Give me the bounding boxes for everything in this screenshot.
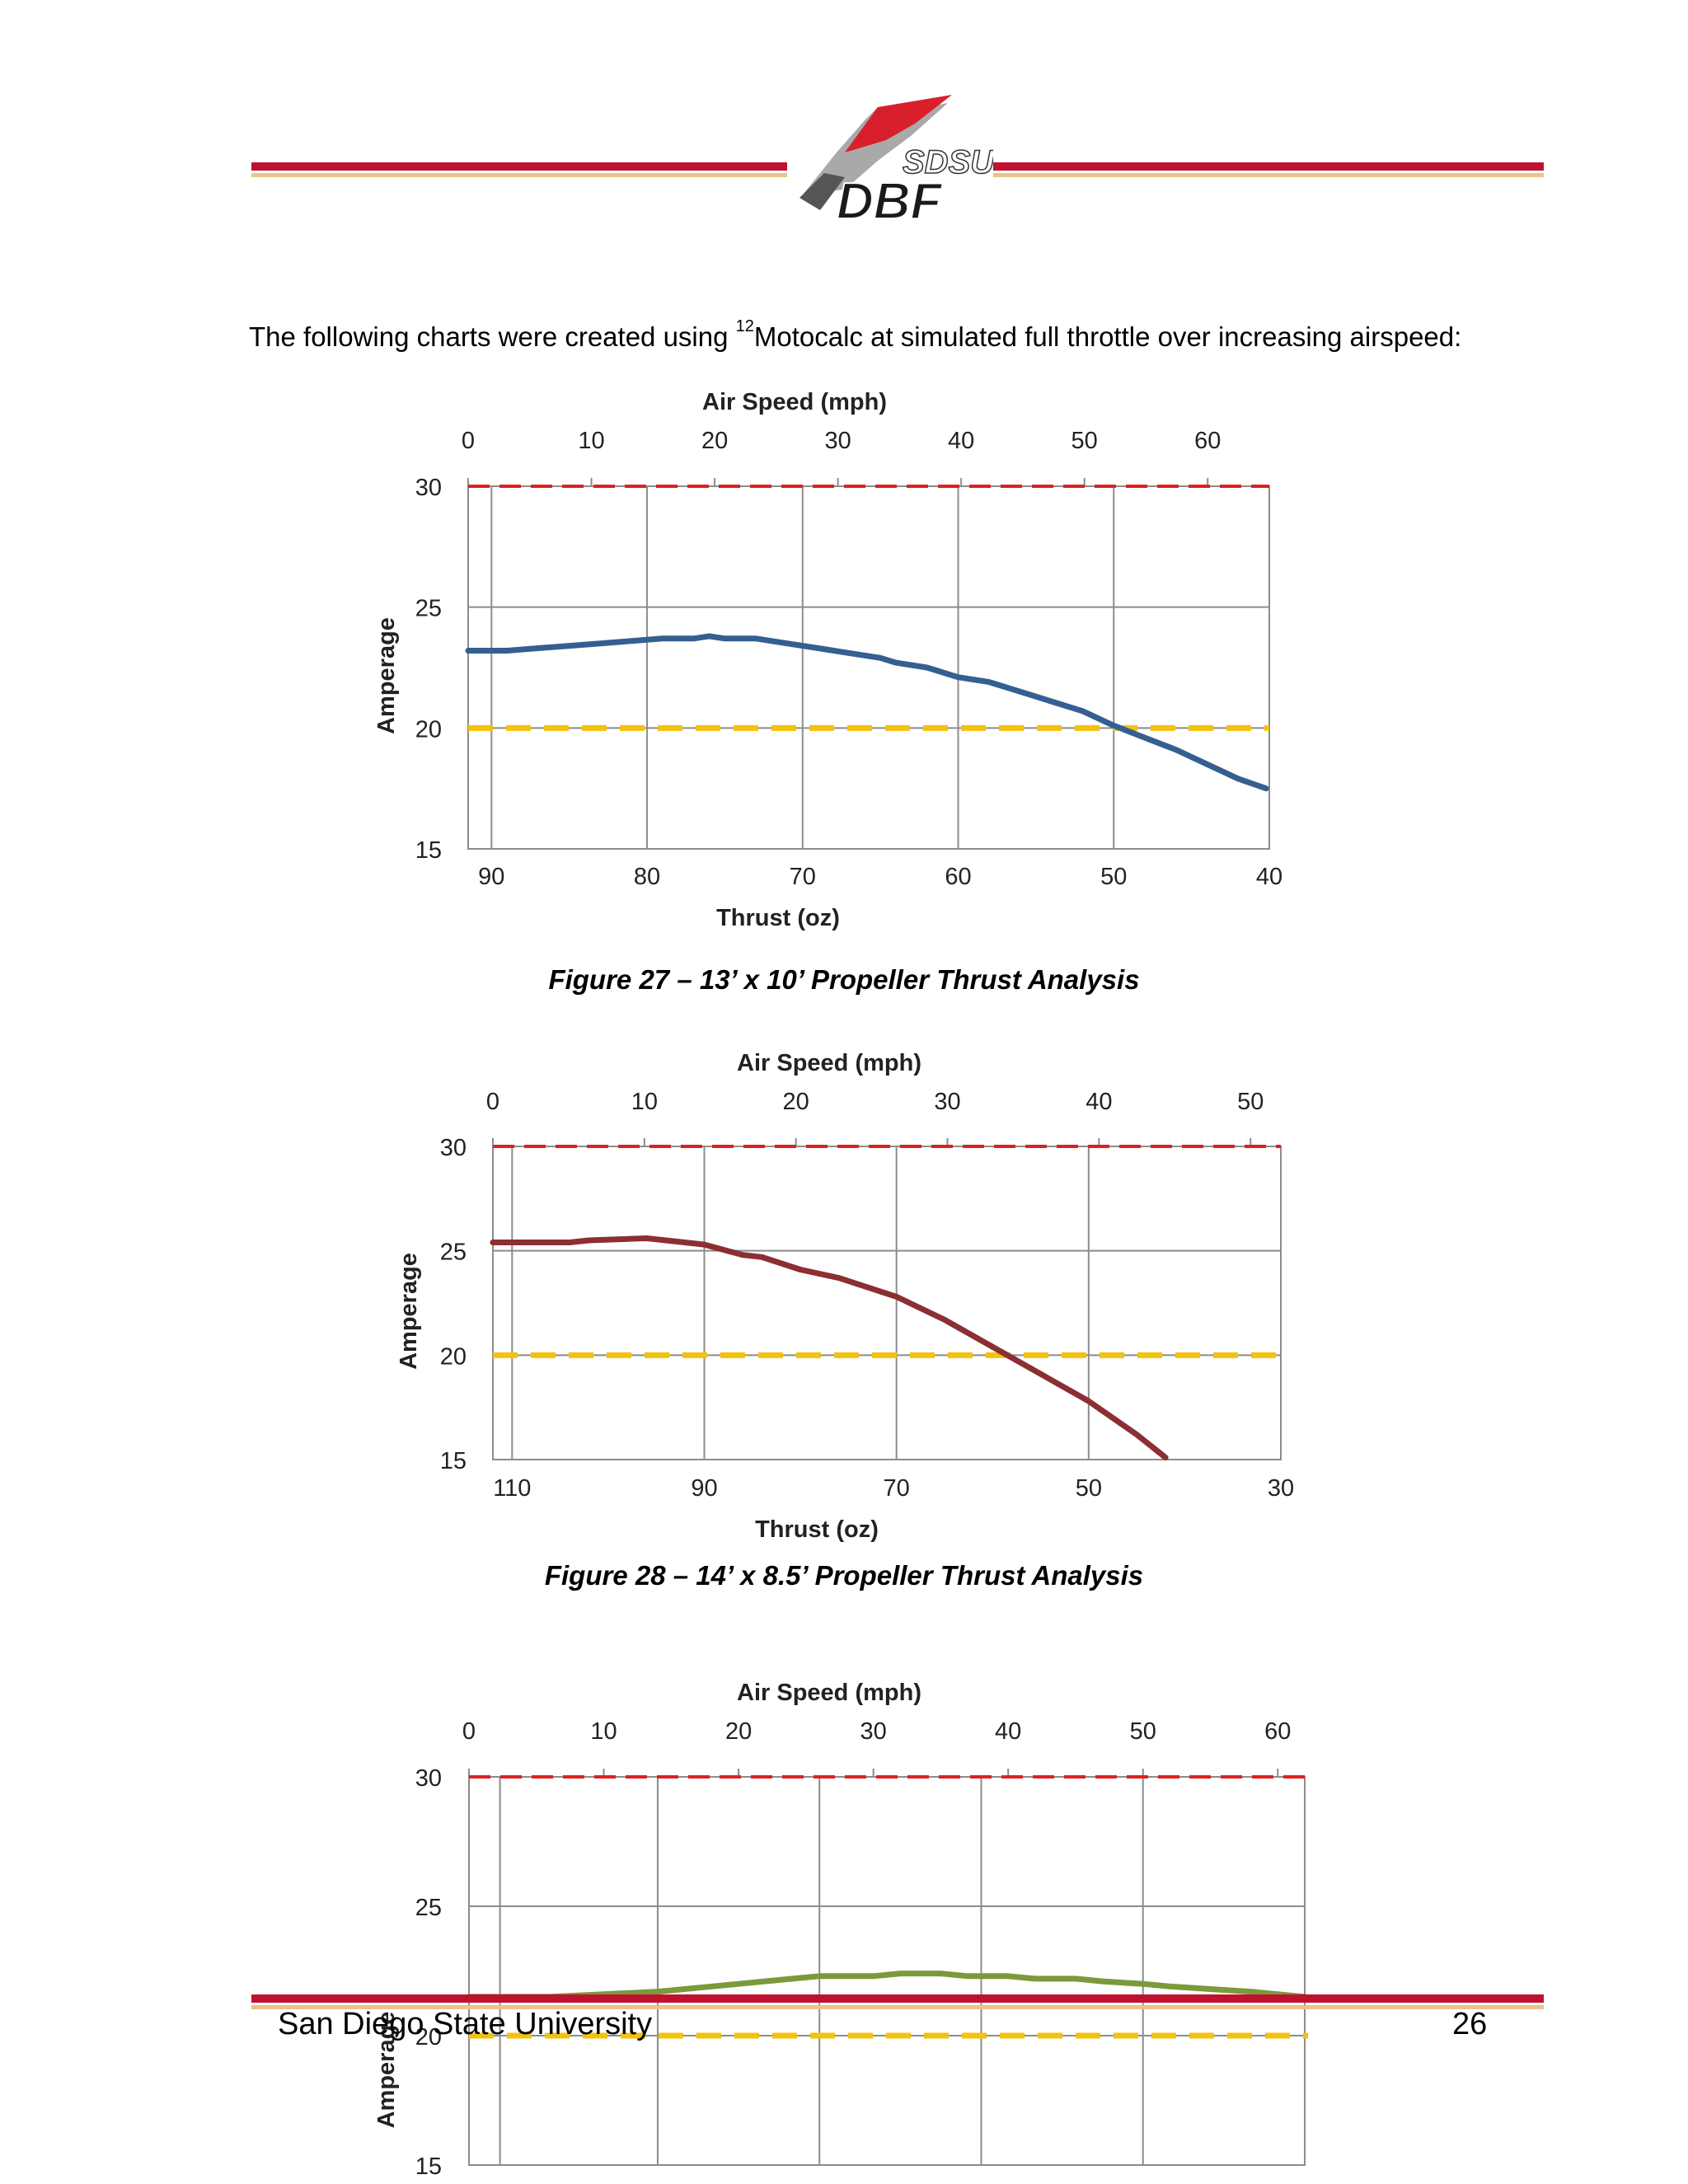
footer-university: San Diego State University (278, 2007, 653, 2041)
jet-dark-icon (799, 173, 845, 210)
x2-axis-title: Air Speed (mph) (737, 1680, 921, 1706)
caption-figure-28: Figure 28 – 14’ x 8.5’ Propeller Thrust … (544, 1560, 1144, 1591)
x2-tick-label: 20 (725, 1718, 752, 1745)
x2-tick-label: 60 (1194, 428, 1221, 454)
sdsu-dbf-logo: SDSU DBF (787, 95, 993, 227)
x-tick-label: 50 (1076, 1475, 1102, 1502)
y-tick-label: 15 (415, 837, 442, 864)
plot-area (492, 1146, 1282, 1460)
jet-red-icon (845, 95, 952, 152)
x2-tick-label: 50 (1071, 428, 1098, 454)
x-tick-label: 40 (1256, 864, 1282, 890)
plot-area (468, 1776, 1306, 2166)
x2-tick-label: 20 (701, 428, 728, 454)
x2-tick-label: 10 (631, 1089, 658, 1115)
y-tick-label: 25 (415, 596, 442, 622)
footnote-ref: 12 (735, 317, 754, 335)
x2-tick-label: 30 (824, 428, 851, 454)
y-tick-label: 15 (415, 2154, 442, 2180)
y-tick-label: 30 (440, 1135, 467, 1161)
x-tick-label: 50 (1100, 864, 1127, 890)
x2-tick-label: 50 (1237, 1089, 1264, 1115)
x-tick-label: 30 (1268, 1475, 1294, 1502)
intro-text-before: The following charts were created using (249, 321, 736, 352)
logo-dbf-text: DBF (837, 173, 944, 227)
x2-tick-label: 10 (590, 1718, 617, 1745)
x2-tick-label: 30 (934, 1089, 960, 1115)
y-tick-label: 25 (415, 1895, 442, 1921)
footer-red-band (251, 1994, 1544, 2003)
footer-gold-band (251, 2005, 1544, 2009)
page-footer: San Diego State University 26 (0, 1978, 1688, 2044)
x-tick-label: 110 (493, 1475, 531, 1502)
x-tick-label: 60 (945, 864, 971, 890)
x2-tick-label: 0 (462, 1718, 476, 1745)
x2-tick-label: 50 (1130, 1718, 1156, 1745)
x2-axis-title: Air Speed (mph) (702, 389, 887, 415)
y-tick-label: 20 (415, 716, 442, 743)
x-tick-label: 80 (634, 864, 660, 890)
y-tick-label: 25 (440, 1240, 467, 1266)
x2-tick-label: 40 (1085, 1089, 1112, 1115)
y-tick-label: 15 (440, 1448, 467, 1474)
x2-tick-label: 30 (860, 1718, 887, 1745)
x-axis-title: Thrust (oz) (755, 1516, 879, 1543)
x2-axis-title: Air Speed (mph) (737, 1050, 921, 1076)
y-axis-title: Amperage (396, 1253, 422, 1370)
intro-text-after: Motocalc at simulated full throttle over… (753, 321, 1462, 352)
x2-tick-label: 60 (1264, 1718, 1291, 1745)
x2-tick-label: 20 (783, 1089, 809, 1115)
intro-paragraph: The following charts were created using … (249, 315, 1568, 354)
x-tick-label: 70 (884, 1475, 910, 1502)
y-tick-label: 20 (440, 1343, 467, 1370)
page-number: 26 (1452, 2007, 1488, 2041)
y-tick-label: 30 (415, 475, 442, 501)
y-tick-label: 30 (415, 1765, 442, 1792)
x-tick-label: 70 (790, 864, 816, 890)
y-axis-title: Amperage (373, 617, 400, 734)
x2-tick-label: 0 (462, 428, 475, 454)
x2-tick-label: 10 (578, 428, 604, 454)
logo-sdsu-text: SDSU (903, 144, 993, 180)
series-line (490, 1235, 1169, 1460)
x2-tick-label: 0 (486, 1089, 499, 1115)
x-tick-label: 90 (691, 1475, 717, 1502)
x2-tick-label: 40 (948, 428, 974, 454)
jet-silhouette-icon (804, 103, 948, 194)
series-line (465, 633, 1269, 792)
x-axis-title: Thrust (oz) (716, 905, 840, 931)
caption-figure-27: Figure 27 – 13’ x 10’ Propeller Thrust A… (548, 964, 1140, 995)
plot-area (467, 485, 1270, 850)
x-tick-label: 90 (478, 864, 504, 890)
x2-tick-label: 40 (995, 1718, 1021, 1745)
